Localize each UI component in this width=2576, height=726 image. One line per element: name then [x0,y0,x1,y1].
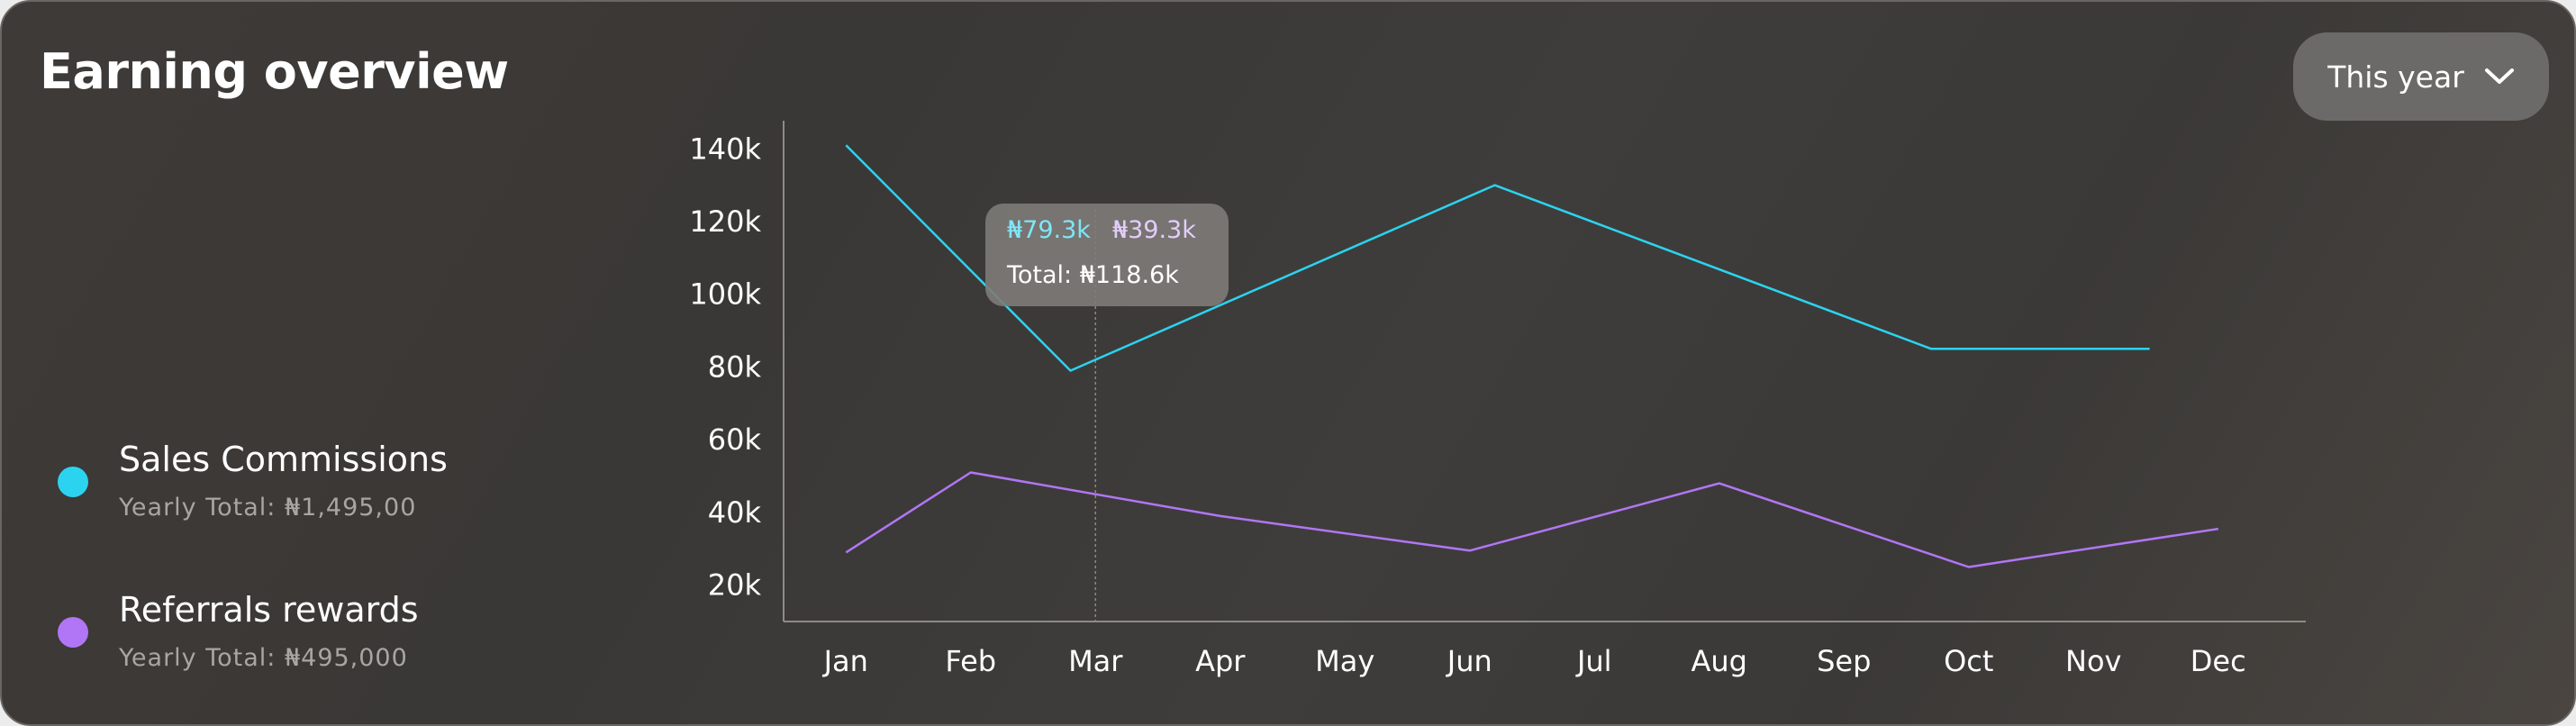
period-dropdown-label: This year [2327,59,2464,95]
legend-series-name: Referrals rewards [119,590,419,630]
y-tick-label: 20k [708,568,762,603]
x-tick-label: May [1315,644,1374,678]
legend-dot-sales [58,467,88,497]
chevron-down-icon [2484,67,2515,86]
x-tick-label: Sep [1817,644,1871,678]
x-tick-label: Mar [1068,644,1123,678]
x-tick-label: Aug [1692,644,1747,678]
card-title: Earning overview [40,43,509,100]
y-tick-label: 140k [689,132,761,166]
legend-series-name: Sales Commissions [119,440,448,479]
chart-tooltip: ₦79.3k ₦39.3k Total: ₦118.6k [985,204,1229,306]
y-tick-label: 60k [708,422,762,457]
legend-yearly-total: Yearly Total: ₦495,000 [119,644,408,672]
x-tick-label: Oct [1944,644,1993,678]
x-tick-label: Jun [1446,644,1492,678]
x-tick-label: Dec [2191,644,2246,678]
y-tick-label: 40k [708,495,762,530]
x-tick-label: Apr [1195,644,1246,678]
legend-yearly-total: Yearly Total: ₦1,495,00 [119,494,417,522]
x-tick-label: Jan [822,644,868,678]
x-tick-label: Feb [945,644,996,678]
x-tick-label: Jul [1575,644,1612,678]
x-tick-label: Nov [2065,644,2121,678]
legend-dot-referrals [58,617,88,648]
tooltip-values: ₦79.3k ₦39.3k [1007,216,1196,244]
y-tick-label: 100k [689,277,761,312]
tooltip-value-referrals: ₦39.3k [1111,216,1196,244]
tooltip-value-sales: ₦79.3k [1007,216,1091,244]
tooltip-total: Total: ₦118.6k [1007,261,1179,289]
y-tick-label: 120k [689,204,761,239]
y-tick-label: 80k [708,349,762,384]
period-dropdown[interactable]: This year [2293,32,2549,121]
series-line-referrals-rewards [845,471,2218,568]
